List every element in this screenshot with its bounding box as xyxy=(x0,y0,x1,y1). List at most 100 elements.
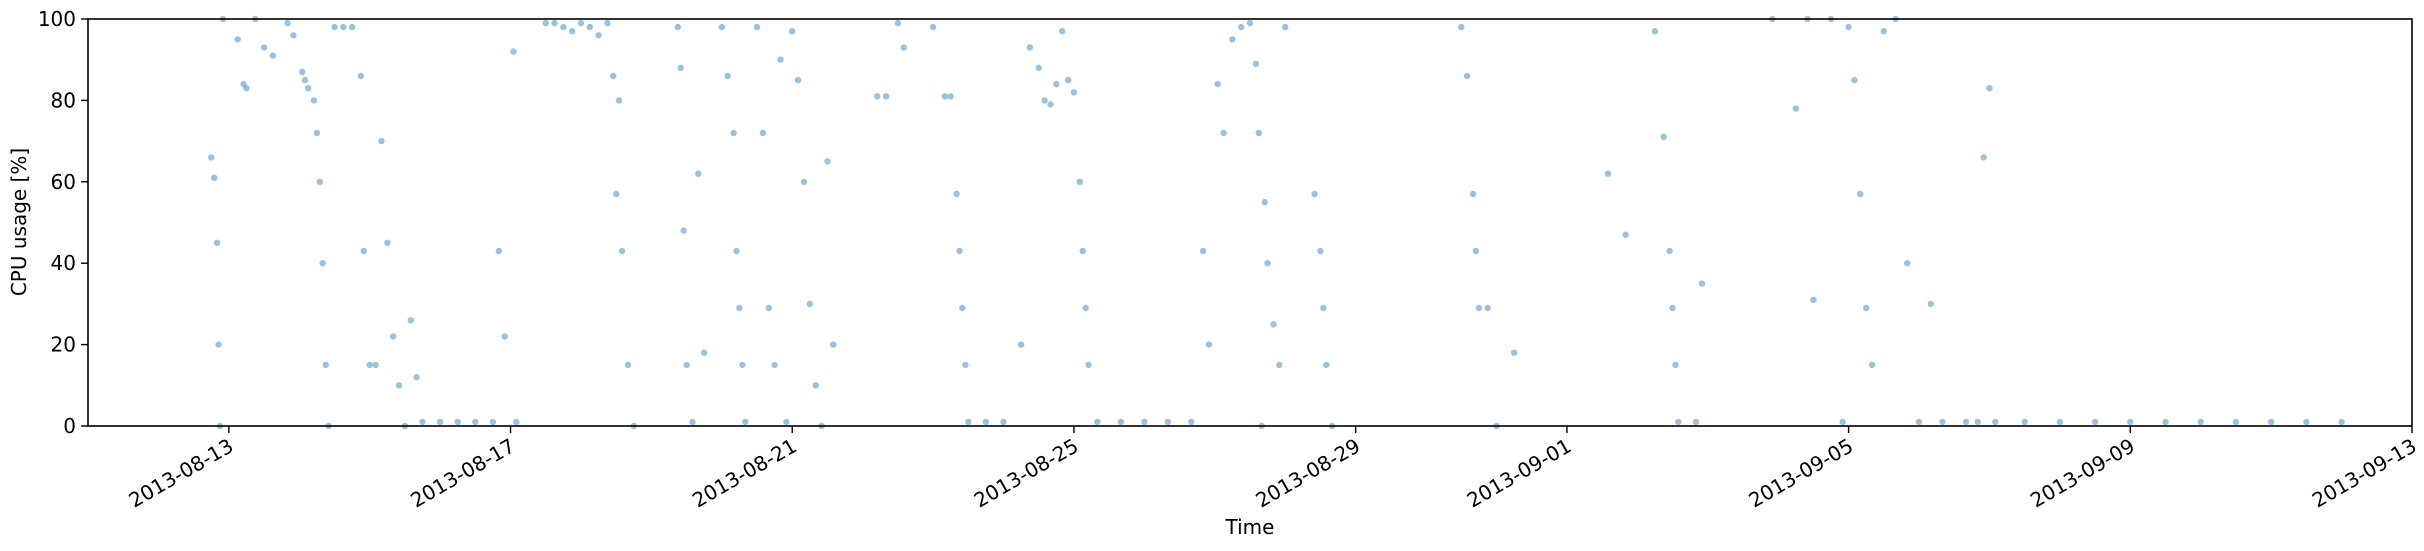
x-tick-label: 2013-08-17 xyxy=(406,434,519,513)
x-tick-label: 2013-08-21 xyxy=(688,434,801,513)
data-point xyxy=(739,361,746,369)
data-point xyxy=(1205,341,1213,348)
data-point xyxy=(413,374,420,381)
data-point xyxy=(718,23,725,31)
data-point xyxy=(1053,80,1060,88)
data-point xyxy=(215,341,222,348)
data-point xyxy=(613,190,620,198)
y-tick-label: 20 xyxy=(51,333,76,357)
data-point xyxy=(1904,260,1911,267)
data-point xyxy=(765,304,772,312)
data-point xyxy=(1669,304,1676,312)
data-point xyxy=(1082,304,1089,312)
data-point xyxy=(319,260,326,267)
data-point xyxy=(2127,418,2134,426)
data-point xyxy=(771,361,778,369)
data-point xyxy=(777,56,784,63)
data-point xyxy=(360,247,367,255)
data-point xyxy=(1651,28,1659,35)
data-point xyxy=(1915,418,1923,426)
x-tick-label: 2013-09-05 xyxy=(1744,434,1857,513)
data-point xyxy=(724,72,731,80)
data-point xyxy=(1469,190,1477,198)
data-point xyxy=(618,247,626,255)
data-point xyxy=(1079,247,1086,255)
data-point xyxy=(1017,341,1025,348)
data-point xyxy=(610,72,617,80)
data-point xyxy=(372,361,379,369)
data-point xyxy=(1246,19,1254,27)
data-point xyxy=(577,19,585,27)
x-tick-label: 2013-08-29 xyxy=(1251,434,1364,513)
data-point xyxy=(1064,76,1072,84)
data-point xyxy=(208,154,215,161)
x-axis-label: Time xyxy=(1225,515,1275,539)
data-point xyxy=(1026,44,1034,51)
data-point xyxy=(2056,418,2064,426)
data-point xyxy=(551,19,558,27)
data-point xyxy=(1839,418,1846,426)
data-point xyxy=(2197,418,2204,426)
data-point xyxy=(1255,129,1263,137)
data-point xyxy=(759,129,767,137)
data-point xyxy=(495,247,502,255)
data-point xyxy=(378,137,385,145)
data-point xyxy=(1276,361,1283,369)
data-point xyxy=(1035,64,1042,72)
data-point xyxy=(1851,76,1858,84)
data-point xyxy=(595,32,602,39)
data-point xyxy=(1041,97,1048,104)
data-point xyxy=(407,317,414,324)
data-point xyxy=(941,93,948,100)
data-point xyxy=(1622,231,1629,238)
data-point xyxy=(1059,28,1066,35)
data-point xyxy=(1472,247,1480,255)
data-point xyxy=(1980,154,1987,161)
data-point xyxy=(269,52,277,59)
data-point xyxy=(2268,418,2275,426)
data-point xyxy=(436,418,444,426)
plot-frame xyxy=(87,18,2413,427)
data-point xyxy=(211,174,218,181)
data-point xyxy=(489,418,497,426)
data-point xyxy=(1047,101,1054,108)
data-point xyxy=(1792,105,1800,112)
data-point xyxy=(1974,418,1981,426)
data-point xyxy=(1675,418,1682,426)
data-point xyxy=(310,97,318,104)
data-point xyxy=(366,361,373,369)
data-point xyxy=(800,178,808,185)
data-point xyxy=(304,85,312,92)
data-point xyxy=(2232,418,2240,426)
data-point xyxy=(1986,85,1993,92)
data-point xyxy=(680,227,687,234)
y-axis: 0 20 40 60 80 100 xyxy=(38,7,88,438)
data-point xyxy=(824,158,831,165)
data-point xyxy=(2162,418,2169,426)
data-point xyxy=(695,170,702,177)
data-point xyxy=(1323,361,1330,369)
data-point xyxy=(753,23,761,31)
y-tick-label: 40 xyxy=(51,251,76,275)
data-point xyxy=(586,23,593,31)
data-point xyxy=(1484,304,1491,312)
x-axis: 2013-08-13 2013-08-17 2013-08-21 2013-08-25… xyxy=(125,426,2421,512)
data-point xyxy=(894,19,902,27)
data-point xyxy=(956,247,963,255)
data-point xyxy=(240,80,247,88)
data-point xyxy=(615,97,623,104)
data-point xyxy=(1962,418,1970,426)
scatter-points xyxy=(208,15,2345,430)
y-axis-label: CPU usage [%] xyxy=(7,148,31,296)
data-point xyxy=(313,129,321,137)
data-point xyxy=(290,32,297,39)
data-point xyxy=(1238,23,1245,31)
data-point xyxy=(1141,418,1148,426)
data-point xyxy=(1510,349,1518,356)
data-point xyxy=(1698,280,1706,287)
data-point xyxy=(1604,170,1612,177)
data-point xyxy=(982,418,990,426)
data-point xyxy=(419,418,426,426)
data-point xyxy=(1252,60,1260,67)
data-point xyxy=(1810,296,1817,303)
